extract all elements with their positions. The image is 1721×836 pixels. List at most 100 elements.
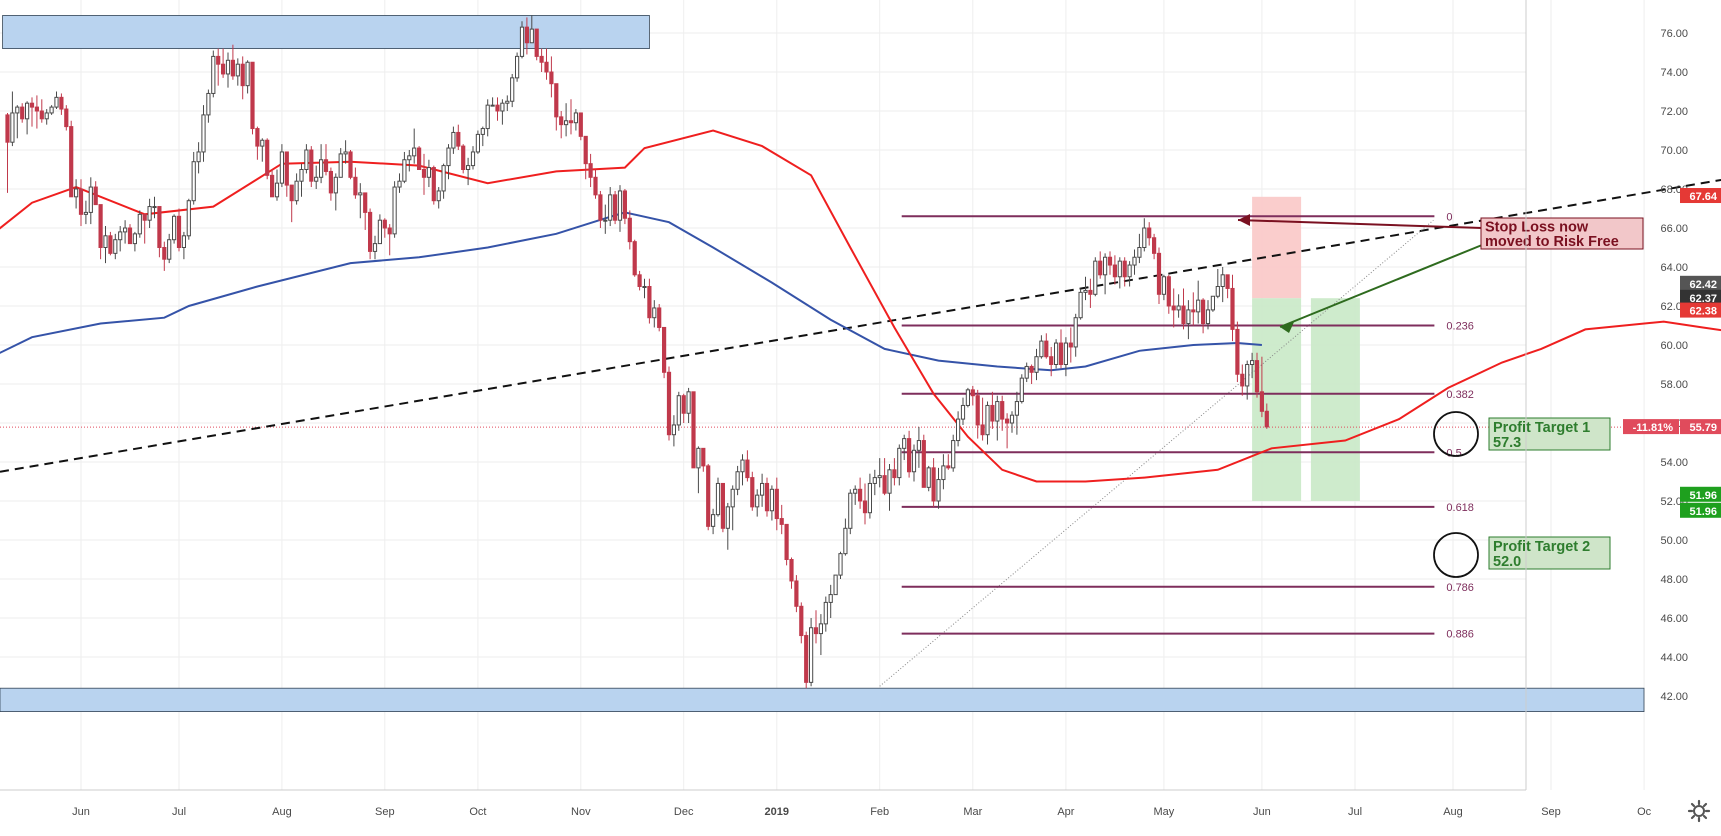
candle: [926, 465, 931, 492]
candle: [593, 169, 598, 199]
target1-circle: [1433, 411, 1479, 457]
x-tick-label: Oct: [469, 806, 486, 818]
candle-body: [1093, 260, 1098, 295]
candle: [799, 602, 804, 644]
candle-body: [407, 155, 412, 161]
candle: [823, 596, 828, 632]
candle: [132, 231, 138, 252]
candle-body: [921, 440, 926, 488]
settings-button[interactable]: [1686, 798, 1712, 824]
candle-body: [877, 475, 882, 479]
candle: [211, 50, 216, 98]
candle: [265, 138, 270, 180]
profit-target-1-note-line2: 57.3: [1493, 435, 1521, 451]
candle: [176, 208, 182, 252]
candle: [701, 447, 706, 472]
x-tick-label: Mar: [963, 806, 982, 818]
candle: [123, 220, 128, 244]
candle-body: [1245, 364, 1250, 387]
candle: [534, 28, 539, 61]
candle: [647, 278, 652, 324]
candle-body: [279, 151, 284, 184]
candle-body: [1073, 317, 1078, 348]
price-label-text: 55.79: [1689, 422, 1717, 434]
candle: [745, 450, 750, 482]
candle-body: [475, 133, 480, 153]
candle-body: [769, 488, 774, 512]
price-label-text: 62.42: [1689, 279, 1717, 291]
candle-body: [965, 389, 970, 406]
x-tick-label: Dec: [674, 806, 694, 818]
candle: [617, 185, 623, 232]
candle: [15, 105, 20, 139]
candle-body: [764, 482, 770, 512]
candle-body: [412, 147, 417, 157]
candle: [333, 173, 338, 211]
candle: [1029, 364, 1034, 384]
fib-label: 0: [1446, 211, 1452, 223]
candle: [1264, 403, 1269, 429]
candle-body: [230, 59, 236, 77]
price-label: 55.79 -11.81%: [1623, 419, 1721, 435]
candle-body: [377, 219, 382, 245]
candle: [49, 105, 54, 115]
candle: [941, 454, 946, 490]
candle-body: [1156, 252, 1162, 295]
candle: [1254, 352, 1260, 398]
y-tick-label: 58.00: [1660, 379, 1688, 391]
stop-loss-arrow: [1237, 219, 1483, 229]
candle-body: [568, 120, 574, 124]
candle-body: [980, 424, 985, 436]
candle-body: [960, 404, 966, 420]
candle: [294, 173, 299, 205]
candle-body: [49, 106, 54, 114]
candle-body: [696, 447, 701, 469]
candle-body: [382, 219, 387, 229]
candle-body: [260, 139, 265, 147]
candle-body: [1088, 289, 1093, 295]
candle-body: [211, 55, 216, 94]
candle: [34, 95, 39, 129]
candle-body: [333, 176, 338, 194]
candle: [559, 111, 564, 139]
candle: [446, 144, 451, 180]
price-label-text: 51.96: [1689, 490, 1717, 502]
candle-body: [1039, 340, 1044, 358]
price-label-bg: [1680, 302, 1721, 318]
candle: [186, 198, 191, 240]
candle: [353, 167, 358, 199]
x-tick-label: 2019: [765, 806, 789, 818]
candle: [510, 73, 515, 108]
candle-body: [1259, 391, 1265, 412]
candle-body: [784, 523, 789, 561]
candle: [519, 21, 525, 59]
candle-body: [809, 627, 814, 683]
candle: [970, 385, 975, 406]
candle: [1000, 395, 1005, 431]
price-axis: 76.0074.0072.0070.0068.0066.0064.0062.00…: [1525, 0, 1721, 790]
candle: [466, 157, 471, 186]
candle: [206, 89, 211, 123]
candle: [1186, 300, 1191, 340]
candle-body: [34, 106, 39, 112]
x-tick-label: Jul: [172, 806, 186, 818]
candle-body: [779, 518, 784, 525]
candle-body: [1024, 365, 1029, 379]
candle-body: [1083, 289, 1088, 293]
candle-body: [132, 233, 138, 245]
x-tick-label: Apr: [1057, 806, 1074, 818]
candle: [25, 101, 30, 135]
price-label: 62.42: [1680, 275, 1721, 291]
candle: [191, 151, 196, 205]
x-tick-label: Nov: [571, 806, 591, 818]
candle: [201, 105, 206, 162]
trendline: [0, 178, 1721, 473]
y-tick-label: 44.00: [1660, 652, 1688, 664]
candle-body: [613, 194, 618, 221]
candle-body: [1147, 227, 1152, 239]
moving-average-slow: [0, 211, 1262, 372]
candle-body: [358, 192, 363, 196]
candle-body: [1054, 342, 1059, 365]
candle-body: [456, 131, 461, 147]
